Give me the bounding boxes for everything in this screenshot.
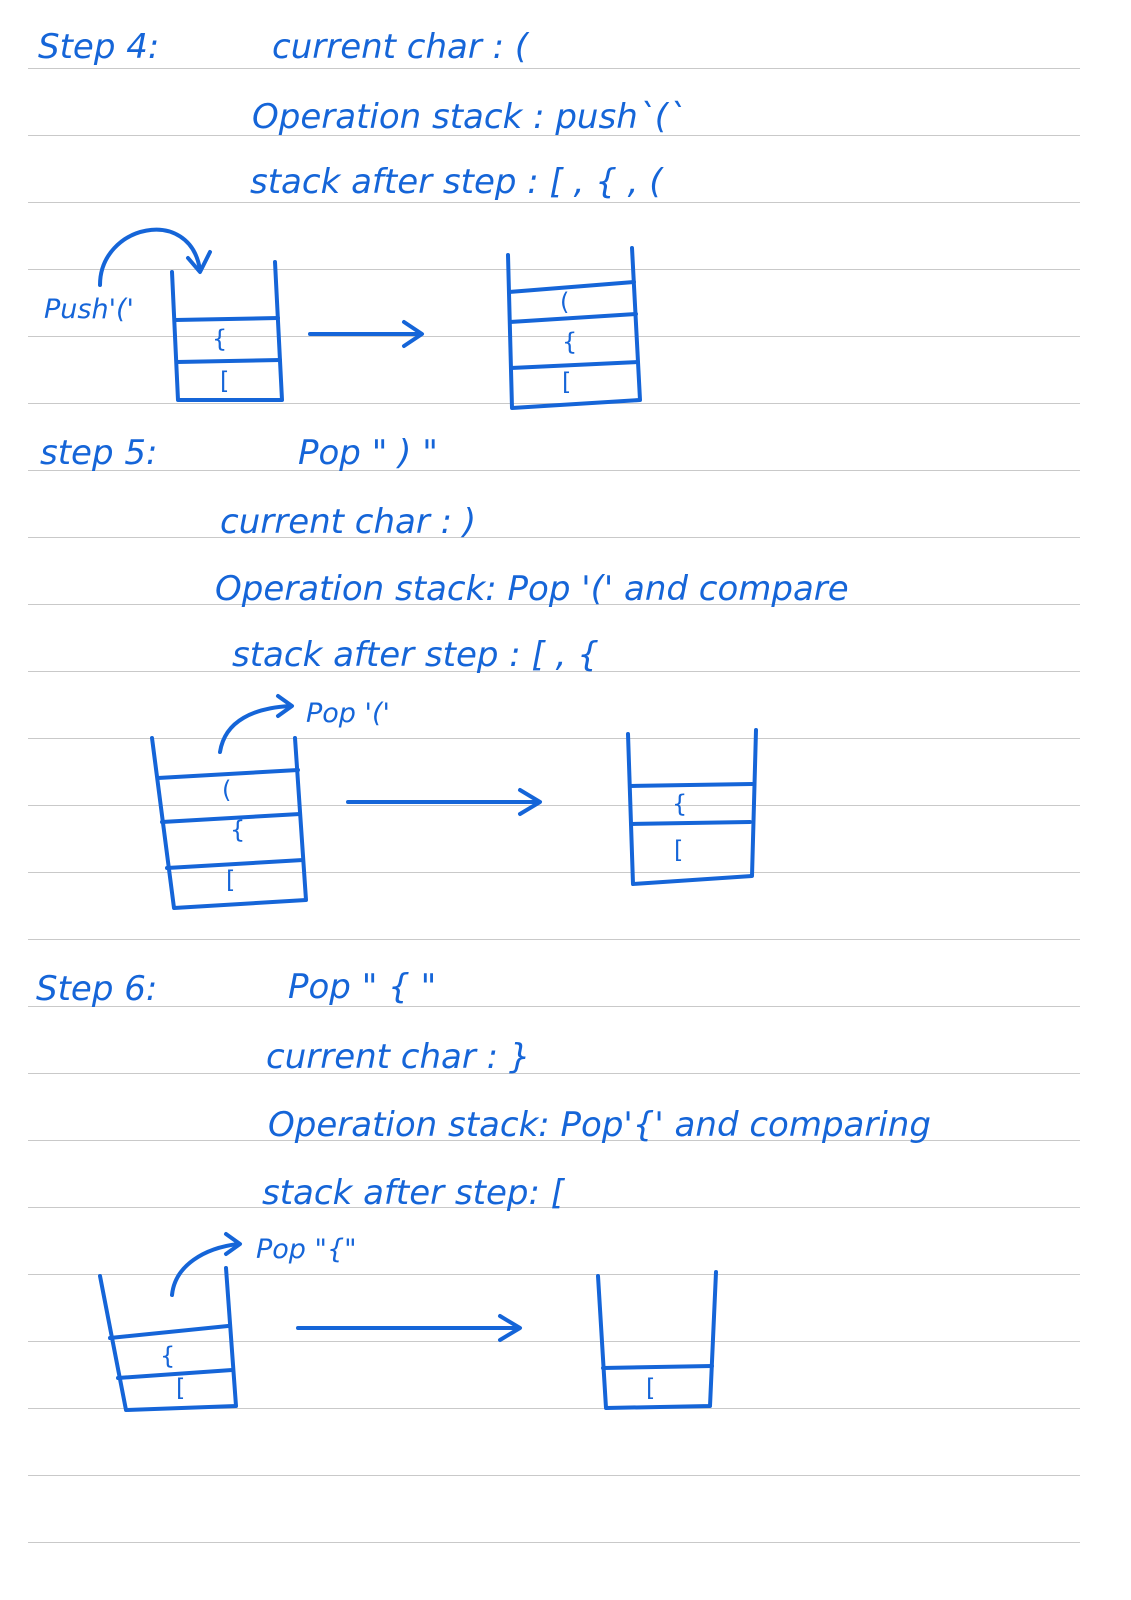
step6-after-cell: [	[646, 1374, 656, 1402]
step5-before-cell: {	[230, 816, 246, 844]
step4-before-cell: {	[212, 325, 228, 353]
step6-current-char: current char : }	[266, 1037, 531, 1077]
step6-before-cell: [	[176, 1374, 186, 1402]
step5-current-char: current char : )	[220, 502, 477, 542]
step4-before-cell: [	[220, 367, 230, 395]
step4-operation: Operation stack : push`(`	[252, 97, 686, 137]
step6-stack-after: stack after step: [	[262, 1173, 564, 1213]
step6-stack-before-box	[98, 1266, 238, 1412]
ruled-line	[28, 738, 1080, 739]
step5-before-cell: [	[226, 866, 236, 894]
step5-stack-after: stack after step : [ , {	[232, 635, 599, 675]
ruled-line	[28, 1073, 1080, 1074]
ruled-line	[28, 939, 1080, 940]
ruled-line	[28, 805, 1080, 806]
step4-push-arrow	[98, 227, 202, 287]
step4-push-label: Push'('	[44, 294, 134, 325]
ruled-line	[28, 1341, 1080, 1342]
ruled-line	[28, 1207, 1080, 1208]
step6-pop-arrow	[170, 1242, 240, 1297]
step6-heading: Step 6:	[36, 969, 158, 1009]
step4-after-cell: [	[562, 368, 572, 396]
step5-heading: step 5:	[40, 433, 158, 473]
step6-stack-after-box	[596, 1270, 718, 1410]
ruled-line	[28, 671, 1080, 672]
ruled-line	[28, 1274, 1080, 1275]
step6-pop-title: Pop " { "	[288, 967, 437, 1007]
step5-pop-title: Pop " ) "	[298, 433, 438, 473]
step4-after-cell: {	[562, 328, 578, 356]
step5-stack-after-box	[626, 728, 758, 886]
ruled-line	[28, 269, 1080, 270]
ruled-line	[28, 470, 1080, 471]
step5-pop-arrow	[218, 704, 292, 754]
step4-stack-after: stack after step : [ , { , (	[250, 162, 663, 202]
step5-operation: Operation stack: Pop '(' and compare	[215, 569, 849, 609]
step6-before-cell: {	[160, 1342, 176, 1370]
step4-heading: Step 4:	[38, 27, 160, 67]
ruled-line	[28, 336, 1080, 337]
step5-after-cell: [	[674, 836, 684, 864]
step4-stack-after-box	[506, 246, 642, 410]
step5-pop-label: Pop '('	[306, 698, 390, 729]
ruled-line	[28, 135, 1080, 136]
step5-after-cell: {	[672, 790, 688, 818]
ruled-line	[28, 604, 1080, 605]
ruled-line	[28, 1006, 1080, 1007]
step4-stack-before	[170, 260, 284, 402]
ruled-line	[28, 872, 1080, 873]
ruled-line	[28, 202, 1080, 203]
step6-operation: Operation stack: Pop'{' and comparing	[268, 1105, 931, 1145]
step4-push-arrowhead	[186, 250, 212, 274]
step5-before-cell: (	[222, 776, 232, 804]
ruled-line	[28, 1408, 1080, 1409]
step4-current-char: current char : (	[272, 27, 529, 67]
ruled-line	[28, 1542, 1080, 1543]
ruled-line	[28, 68, 1080, 69]
step4-after-cell: (	[560, 288, 570, 316]
step6-pop-label: Pop "{"	[256, 1234, 357, 1265]
ruled-line	[28, 1475, 1080, 1476]
ruled-line	[28, 1140, 1080, 1141]
ruled-line	[28, 537, 1080, 538]
